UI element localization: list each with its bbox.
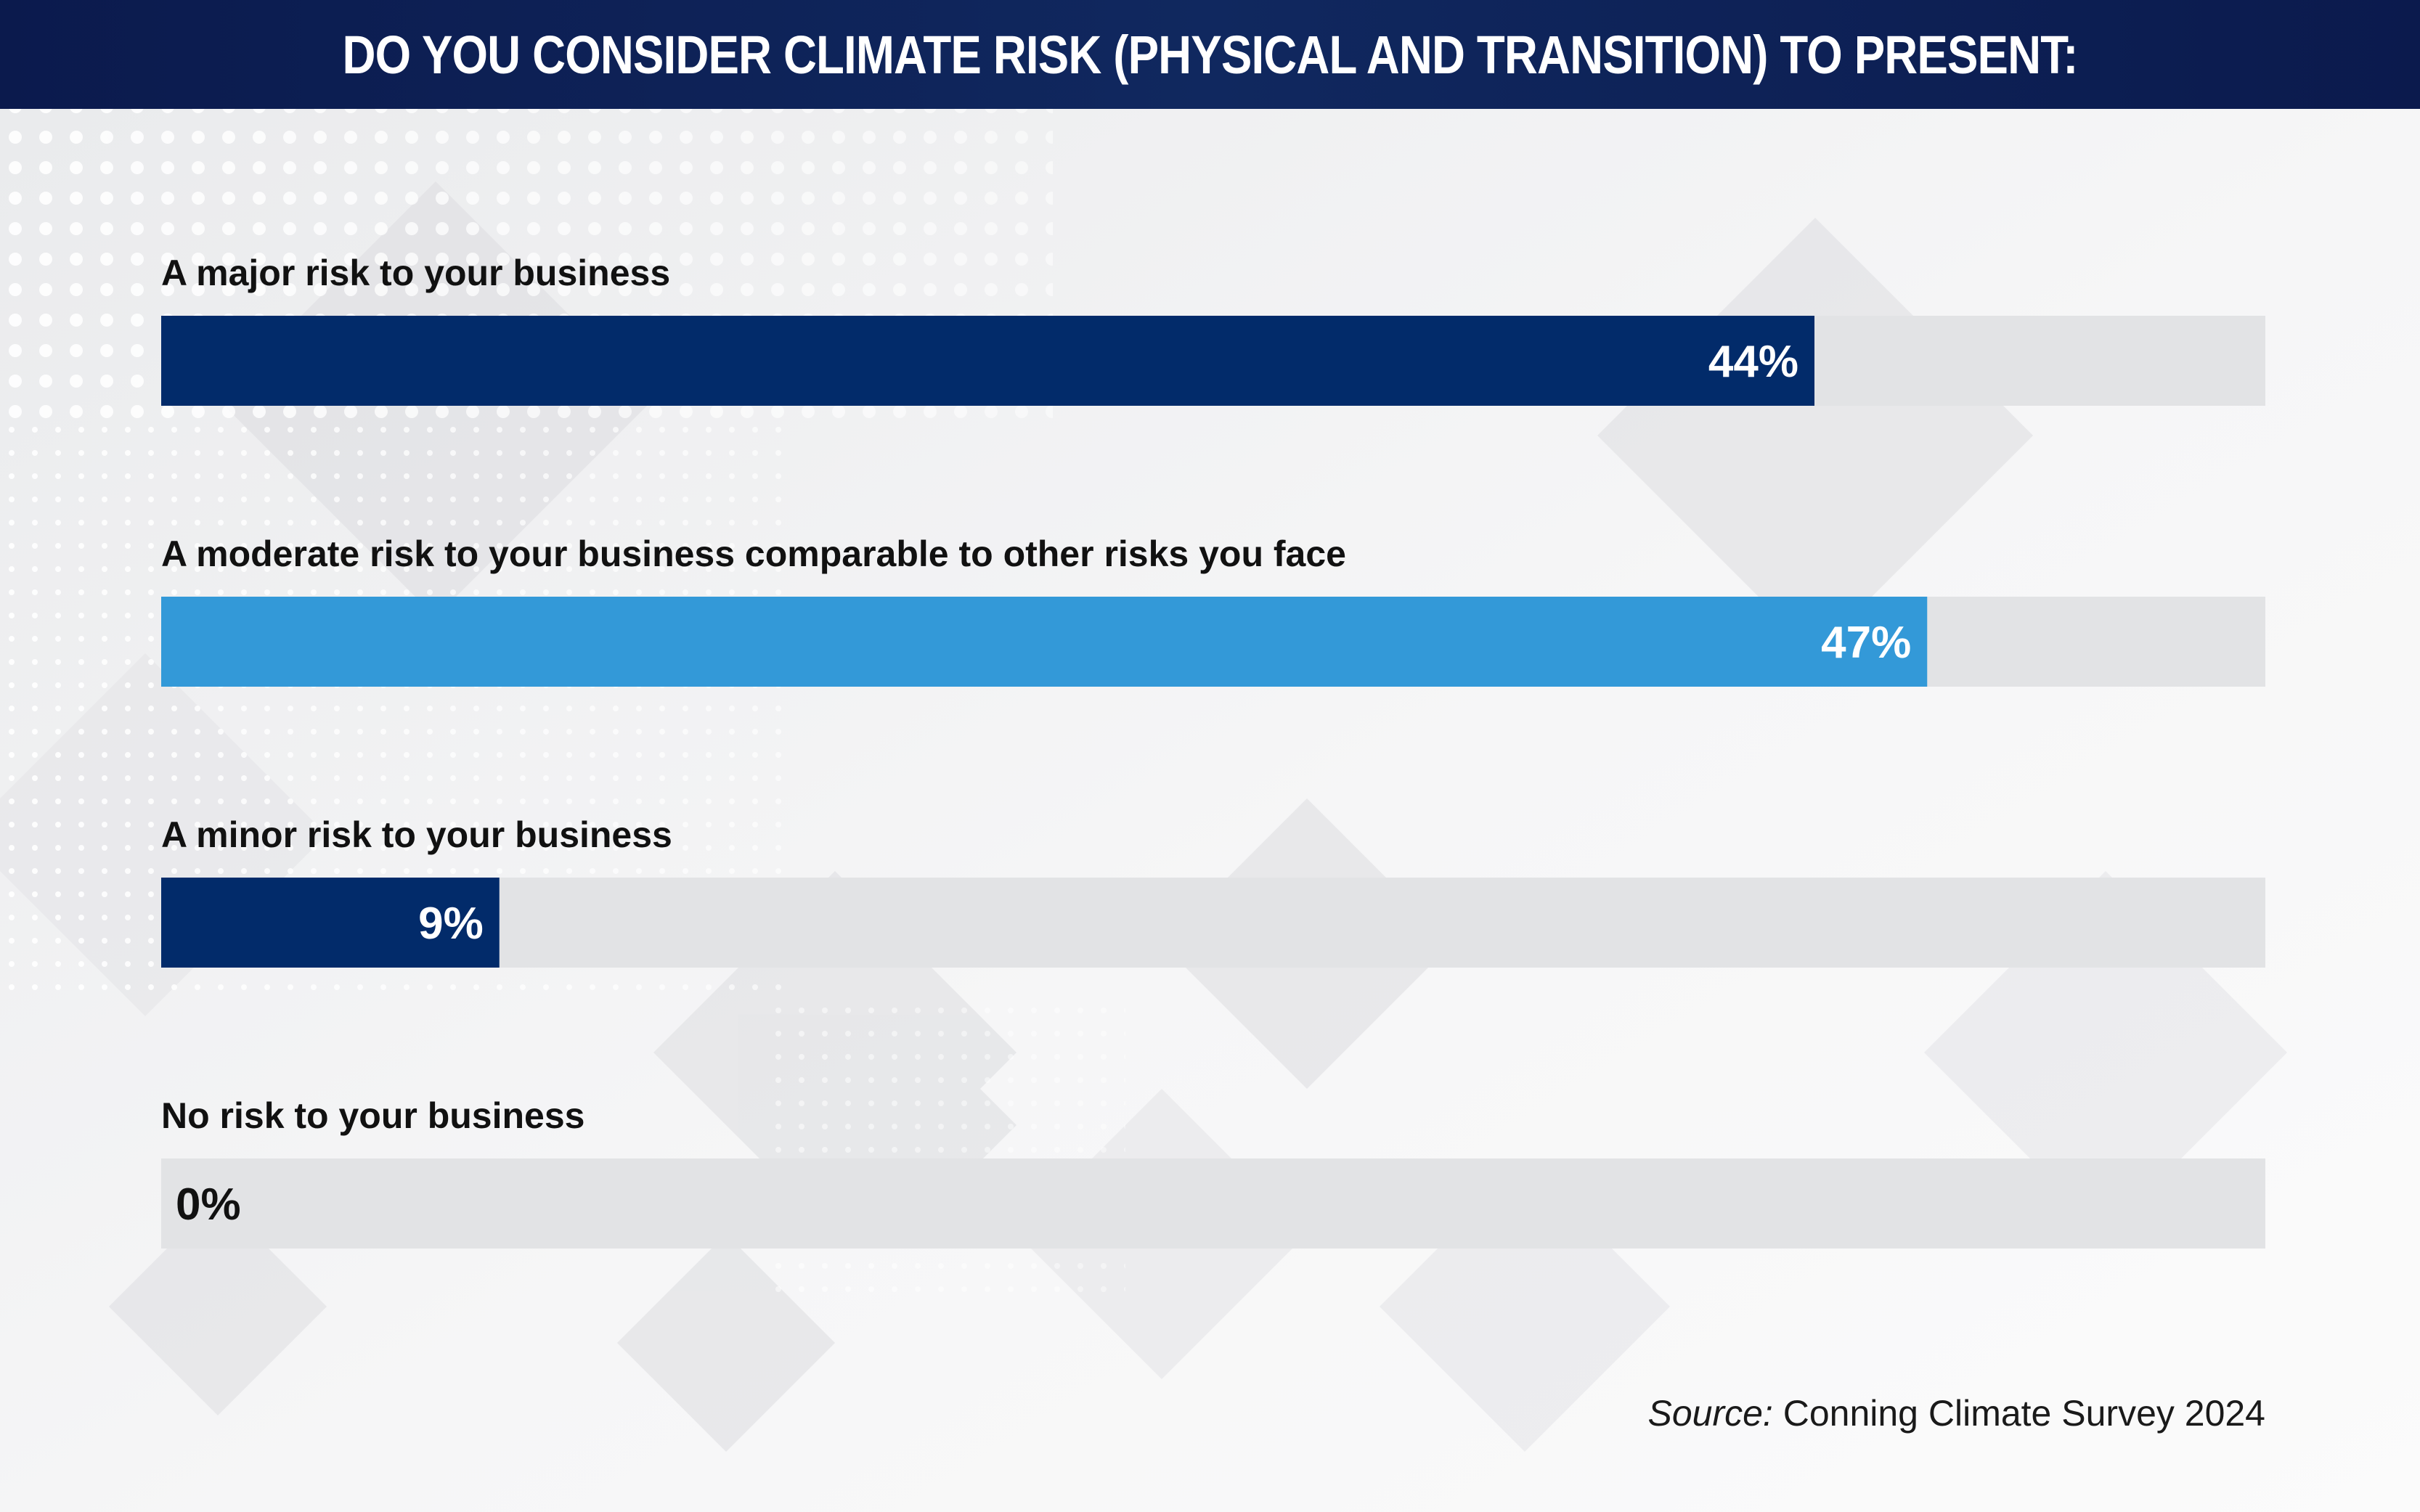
bar	[161, 878, 500, 968]
value-label: 9%	[418, 899, 484, 949]
bar-row: No risk to your business 0%	[161, 1095, 2265, 1249]
value-label: 0%	[176, 1180, 241, 1230]
chart-title: DO YOU CONSIDER CLIMATE RISK (PHYSICAL A…	[342, 24, 2079, 85]
value-label: 44%	[1708, 337, 1798, 387]
value-label: 47%	[1821, 618, 1911, 668]
bar-track	[161, 878, 2265, 968]
bar	[161, 597, 1928, 687]
bar-row: A major risk to your business 44%	[161, 253, 2265, 406]
source-text: Conning Climate Survey 2024	[1783, 1393, 2265, 1434]
source-note: Source: Conning Climate Survey 2024	[1648, 1392, 2266, 1434]
category-label: No risk to your business	[161, 1095, 584, 1136]
bar-row: A moderate risk to your business compara…	[161, 534, 2265, 687]
bar	[161, 316, 1814, 406]
category-label: A major risk to your business	[161, 253, 670, 293]
bar-row: A minor risk to your business 9%	[161, 814, 2265, 968]
bar-track	[161, 1158, 2265, 1249]
header-banner: DO YOU CONSIDER CLIMATE RISK (PHYSICAL A…	[0, 0, 2420, 109]
category-label: A minor risk to your business	[161, 814, 672, 855]
source-lead: Source:	[1647, 1393, 1773, 1434]
category-label: A moderate risk to your business compara…	[161, 534, 1346, 574]
